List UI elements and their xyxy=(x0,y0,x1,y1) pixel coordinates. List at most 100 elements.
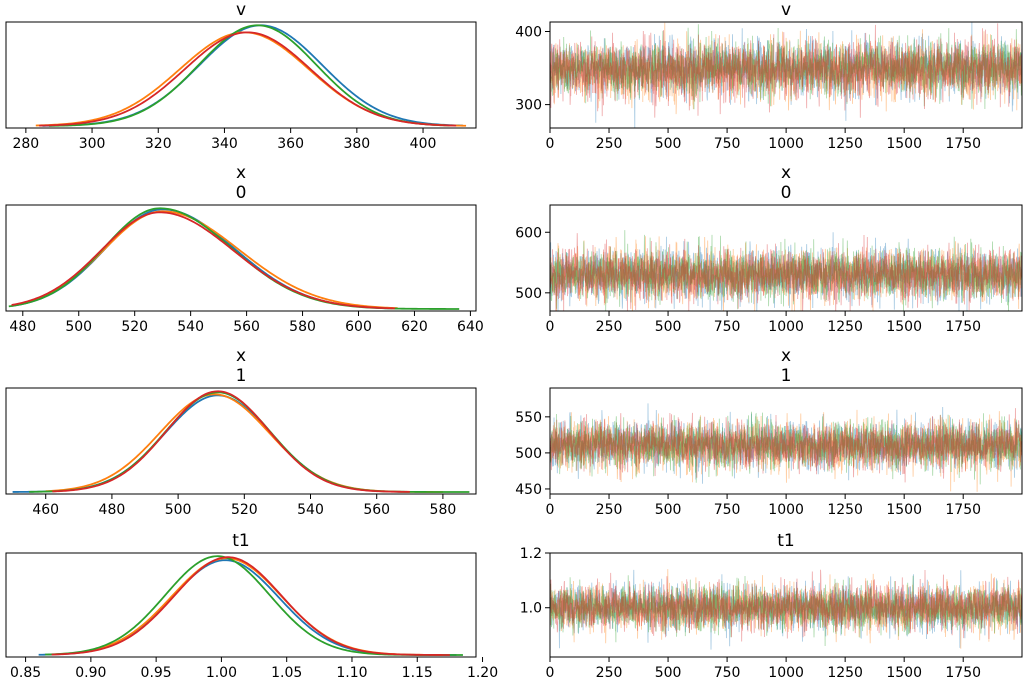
plot-area xyxy=(550,230,1022,311)
x-tick-label: 0.85 xyxy=(10,665,41,681)
trace-line-chain-1 xyxy=(550,232,1022,311)
panel-title: x xyxy=(236,163,246,183)
trace-line-chain-2 xyxy=(550,569,1022,649)
x-tick-label: 640 xyxy=(457,319,484,335)
density-line-chain-1 xyxy=(12,394,410,493)
trace-line-chain-2 xyxy=(550,236,1022,311)
x-tick-label: 600 xyxy=(345,319,372,335)
axes-frame xyxy=(5,387,477,495)
density-line-chain-1 xyxy=(38,559,457,656)
trace-line-chain-1 xyxy=(550,569,1022,650)
x-tick-label: 1750 xyxy=(945,665,981,681)
panel-6-density: t1 0.85 0.90 0.95 1.00 1.05 1.10 1.15 1.20 xyxy=(5,531,498,681)
x-tick-label: 1250 xyxy=(827,665,863,681)
y-tick-label: 500 xyxy=(515,286,542,302)
plot-area xyxy=(38,555,463,656)
panel-2-density: x0 480 500 520 540 560 580 600 620 640 xyxy=(5,163,484,335)
x-tick-label: 250 xyxy=(596,136,623,152)
density-line-chain-2 xyxy=(45,393,443,493)
panel-title: v xyxy=(236,0,246,20)
panel-title: 0 xyxy=(236,183,247,203)
x-tick-label: 750 xyxy=(714,319,741,335)
axes-frame xyxy=(5,21,477,129)
trace-line-chain-3 xyxy=(550,575,1022,647)
x-tick-label: 340 xyxy=(211,136,238,152)
x-tick-label: 1.15 xyxy=(402,665,433,681)
x-tick-label: 500 xyxy=(655,136,682,152)
plot-area xyxy=(550,403,1022,492)
x-tick-label: 520 xyxy=(231,502,258,518)
panel-1-trace: v 0 250 500 750 1000 1250 1500 1750 300 400 xyxy=(515,0,1023,152)
x-tick-label: 580 xyxy=(289,319,316,335)
y-tick-label: 500 xyxy=(515,446,542,462)
y-tick-label: 600 xyxy=(515,225,542,241)
x-tick-label: 0.90 xyxy=(75,665,106,681)
x-tick-label: 250 xyxy=(596,319,623,335)
trace-line-chain-4 xyxy=(550,23,1022,118)
plot-area xyxy=(550,22,1022,128)
trace-line-chain-4 xyxy=(550,408,1022,483)
trace-line-chain-2 xyxy=(550,22,1022,115)
x-tick-label: 1500 xyxy=(886,665,922,681)
trace-line-chain-2 xyxy=(550,409,1022,492)
density-line-chain-4 xyxy=(51,556,450,656)
axes-frame xyxy=(5,552,477,658)
panel-5-trace: x1 0 250 500 750 1000 1250 1500 1750 450 500 550 xyxy=(515,346,1023,518)
density-line-chain-3 xyxy=(49,24,450,127)
panel-4-density: x1 460 480 500 520 540 560 580 xyxy=(5,346,477,518)
x-tick-label: 0 xyxy=(546,665,555,681)
density-line-chain-4 xyxy=(39,31,457,127)
x-tick-label: 1500 xyxy=(886,319,922,335)
panel-title: v xyxy=(781,0,791,20)
plot-area xyxy=(35,24,467,127)
plot-area xyxy=(550,569,1022,650)
x-tick-label: 1.05 xyxy=(271,665,302,681)
x-tick-label: 460 xyxy=(32,502,59,518)
x-tick-label: 1000 xyxy=(768,665,804,681)
x-tick-label: 560 xyxy=(363,502,390,518)
panel-title: t1 xyxy=(232,531,249,551)
x-tick-label: 300 xyxy=(79,136,106,152)
x-tick-label: 320 xyxy=(145,136,172,152)
x-tick-label: 250 xyxy=(596,502,623,518)
x-tick-label: 1500 xyxy=(886,136,922,152)
x-tick-label: 480 xyxy=(99,502,126,518)
x-tick-label: 1750 xyxy=(945,502,981,518)
density-line-chain-3 xyxy=(45,555,463,656)
panel-7-trace: t1 0 250 500 750 1000 1250 1500 1750 1.0 1.2 xyxy=(520,531,1023,681)
x-tick-label: 1000 xyxy=(768,502,804,518)
x-tick-label: 250 xyxy=(596,665,623,681)
y-tick-label: 300 xyxy=(515,98,542,114)
trace-line-chain-3 xyxy=(550,24,1022,110)
plot-area xyxy=(12,390,470,493)
x-tick-label: 0 xyxy=(546,502,555,518)
y-tick-label: 450 xyxy=(515,482,542,498)
x-tick-label: 0.95 xyxy=(141,665,172,681)
x-tick-label: 0 xyxy=(546,319,555,335)
x-tick-label: 620 xyxy=(401,319,428,335)
panel-title: x xyxy=(781,346,791,366)
trace-line-chain-3 xyxy=(550,411,1022,485)
x-tick-label: 750 xyxy=(714,665,741,681)
y-tick-label: 550 xyxy=(515,410,542,426)
panel-title: t1 xyxy=(777,531,794,551)
panel-title: 0 xyxy=(781,183,792,203)
x-tick-label: 520 xyxy=(121,319,148,335)
x-tick-label: 1500 xyxy=(886,502,922,518)
x-tick-label: 360 xyxy=(277,136,304,152)
density-line-chain-2 xyxy=(35,31,467,127)
x-tick-label: 750 xyxy=(714,502,741,518)
x-tick-label: 0 xyxy=(546,136,555,152)
x-tick-label: 500 xyxy=(655,319,682,335)
density-line-chain-3 xyxy=(29,391,470,493)
x-tick-label: 400 xyxy=(410,136,437,152)
x-tick-label: 500 xyxy=(65,319,92,335)
density-line-chain-3 xyxy=(8,207,460,310)
panel-title: 1 xyxy=(236,366,247,386)
x-tick-label: 750 xyxy=(714,136,741,152)
x-tick-label: 580 xyxy=(430,502,457,518)
x-tick-label: 1000 xyxy=(768,319,804,335)
panel-title: x xyxy=(781,163,791,183)
